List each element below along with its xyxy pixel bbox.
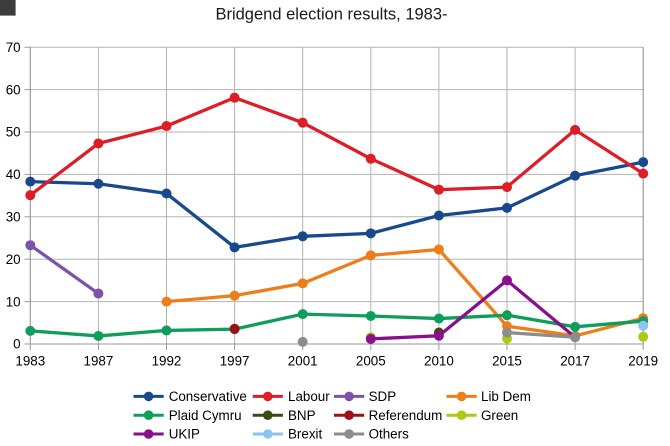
svg-text:BNP: BNP [288,408,316,423]
svg-text:2010: 2010 [424,354,454,369]
svg-text:60: 60 [6,82,21,97]
svg-text:70: 70 [6,40,21,55]
svg-text:20: 20 [6,252,21,267]
svg-text:Lib Dem: Lib Dem [481,389,531,404]
svg-text:40: 40 [6,167,21,182]
svg-text:SDP: SDP [369,389,397,404]
svg-text:Referendum: Referendum [369,408,443,423]
svg-text:2017: 2017 [560,354,590,369]
svg-text:0: 0 [13,337,20,352]
svg-text:2005: 2005 [356,354,386,369]
svg-text:30: 30 [6,210,21,225]
svg-text:1983: 1983 [15,354,45,369]
svg-text:2019: 2019 [628,354,658,369]
svg-text:Conservative: Conservative [169,389,247,404]
svg-text:1992: 1992 [152,354,182,369]
svg-text:2015: 2015 [492,354,522,369]
svg-text:Labour: Labour [288,389,330,404]
svg-text:Brexit: Brexit [288,427,323,442]
svg-text:Green: Green [481,408,518,423]
svg-text:2001: 2001 [288,354,318,369]
svg-text:UKIP: UKIP [169,427,200,442]
svg-text:1997: 1997 [220,354,250,369]
svg-text:Plaid Cymru: Plaid Cymru [169,408,242,423]
svg-text:1987: 1987 [84,354,114,369]
svg-text:Others: Others [369,427,409,442]
svg-text:10: 10 [6,294,21,309]
svg-text:Bridgend election results, 198: Bridgend election results, 1983- [215,6,447,24]
svg-text:50: 50 [6,125,21,140]
